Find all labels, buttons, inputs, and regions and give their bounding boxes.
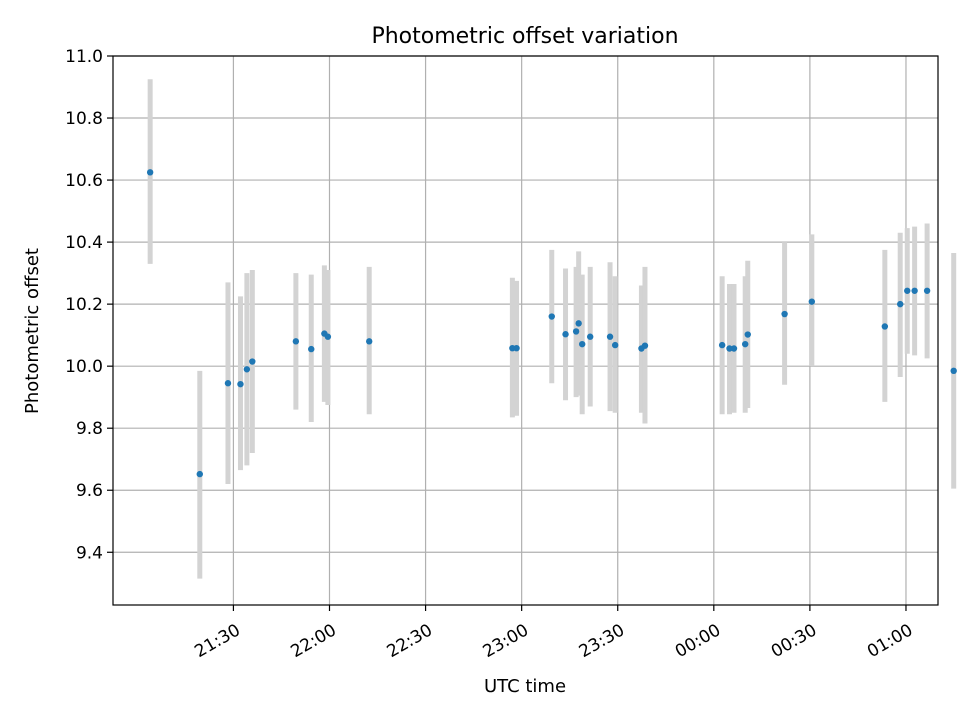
data-point xyxy=(808,298,816,305)
data-point xyxy=(742,340,749,348)
data-point xyxy=(911,287,918,294)
data-point xyxy=(950,367,957,375)
data-point xyxy=(726,345,733,352)
data-point xyxy=(562,331,569,338)
data-point xyxy=(366,338,373,345)
data-point xyxy=(237,380,244,388)
data-point xyxy=(146,169,154,176)
data-point xyxy=(249,358,256,365)
y-tick-label: 9.4 xyxy=(76,543,103,563)
y-tick-label: 9.6 xyxy=(76,481,103,501)
plot-area-frame xyxy=(112,55,939,606)
data-point xyxy=(923,287,931,294)
y-tick-label: 10.8 xyxy=(65,109,103,129)
data-point xyxy=(224,380,232,387)
data-point xyxy=(548,313,555,320)
data-point xyxy=(641,342,649,349)
data-point xyxy=(243,366,251,373)
data-point xyxy=(781,310,788,318)
y-tick-label: 10.4 xyxy=(65,233,103,253)
data-point xyxy=(606,333,614,340)
data-point xyxy=(744,331,751,338)
data-points xyxy=(146,169,957,478)
data-point xyxy=(572,328,580,335)
data-point xyxy=(718,341,726,349)
data-point xyxy=(292,338,300,345)
data-point xyxy=(196,470,203,478)
data-point xyxy=(578,340,586,348)
y-tick-label: 10.2 xyxy=(65,295,103,315)
data-point xyxy=(897,300,904,308)
data-point xyxy=(881,323,889,330)
y-tick-label: 10.0 xyxy=(65,357,103,377)
data-point xyxy=(730,345,738,352)
data-point xyxy=(324,333,332,340)
y-tick-label: 9.8 xyxy=(76,419,103,439)
y-axis-ticks: 9.4 9.6 9.8 10.0 10.2 10.4 10.6 10.8 11.0 xyxy=(65,47,113,563)
y-tick-label: 10.6 xyxy=(65,171,103,191)
data-point xyxy=(904,287,911,294)
y-axis-label: Photometric offset xyxy=(22,248,43,414)
chart-title: Photometric offset variation xyxy=(371,24,678,49)
y-tick-label: 11.0 xyxy=(65,47,103,67)
data-point xyxy=(575,320,582,327)
x-axis-label: UTC time xyxy=(484,676,566,697)
data-point xyxy=(586,333,594,340)
data-point xyxy=(513,344,520,352)
data-point xyxy=(611,341,619,349)
grid xyxy=(113,55,938,605)
data-point xyxy=(308,345,315,353)
